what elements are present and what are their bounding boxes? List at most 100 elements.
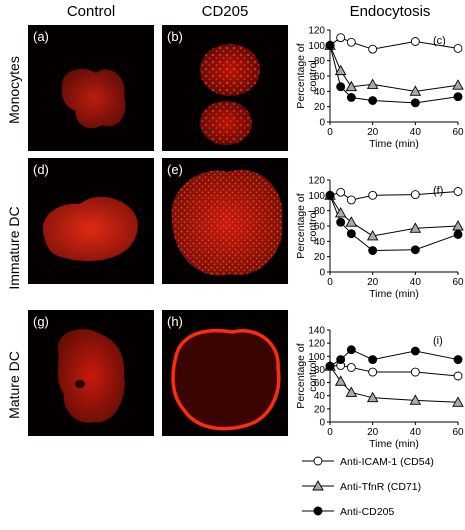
y-tick-label: 20 [314,102,326,113]
data-point [346,229,356,239]
data-point [325,361,335,371]
x-axis-label: Time (min) [369,138,419,150]
data-point [336,355,346,365]
data-point [336,82,346,92]
y-tick-label: 60 [314,378,326,389]
data-point [325,40,335,50]
y-tick-label: 60 [314,72,326,83]
endocytosis-chart-i: (i) 0 20 40 60 80 100 120 140 0 20 40 60 Time (min) Pe… [295,326,464,451]
y-tick-label: 60 [314,222,326,233]
panel-letter: (g) [33,314,49,329]
legend-label: Anti-TfnR (CD71) [340,481,421,493]
y-tick-label: 100 [308,352,325,363]
y-axis-label: Percentage ofcontrol [295,193,319,258]
data-point [453,371,463,381]
y-tick-label: 100 [308,41,325,52]
data-point [410,37,420,46]
row-label-mature-dc: Mature DC [6,351,22,419]
data-point [368,44,378,54]
y-axis-label: Percentage ofcontrol [295,343,319,408]
x-axis-label: Time (min) [369,288,419,300]
panel-letter: (c) [433,35,446,47]
x-tick-label: 20 [367,427,379,438]
data-point [368,96,378,105]
series-line [329,45,459,92]
data-point [410,190,420,200]
y-tick-label: 120 [308,339,325,350]
data-point [334,207,347,218]
y-tick-label: 40 [314,391,326,402]
y-tick-label: 80 [314,206,326,217]
data-point [346,37,356,47]
endocytosis-chart-c: (c) 0 20 40 60 80 100 120 0 20 40 60 Time (min) Perce… [295,26,464,151]
data-point [368,355,378,365]
data-point [346,93,356,102]
column-title-control: Control [66,3,116,20]
data-point [366,391,379,403]
y-tick-label: 100 [308,191,325,202]
data-point [452,220,464,231]
y-tick-label: 80 [314,56,326,67]
x-tick-label: 0 [327,127,333,138]
micrograph-immature-dc-control: (d) [28,158,154,284]
micrograph-cell-image [61,69,126,129]
x-tick-label: 40 [410,277,422,288]
data-point [325,190,335,200]
y-tick-label: 120 [308,176,325,187]
x-tick-label: 0 [327,427,333,438]
x-tick-label: 20 [367,277,379,288]
data-point [452,396,464,407]
y-axis-label: Percentage ofcontrol [295,43,319,108]
data-point [410,98,420,108]
x-tick-label: 0 [327,277,333,288]
micrograph-monocyte-cd205: (b) [162,25,288,151]
x-tick-label: 40 [410,127,422,138]
micrograph-immature-dc-cd205: (e) [162,158,288,284]
y-tick-label: 80 [314,365,326,376]
y-tick-label: 0 [319,418,325,429]
series-line [329,195,459,252]
series-line [329,195,459,237]
micrograph-cell-image [171,169,283,276]
data-point [334,64,347,76]
micrograph-mature-dc-control: (g) [28,310,154,436]
legend-marker [313,456,323,466]
y-tick-label: 140 [308,326,325,337]
data-point [366,230,379,241]
y-tick-label: 0 [319,118,325,129]
x-axis-label: Time (min) [369,438,419,450]
data-point [346,195,356,205]
panel-letter: (i) [433,335,443,347]
chart-legend: Anti-ICAM-1 (CD54) Anti-TfnR (CD71) Anti-C… [302,456,434,518]
data-point [410,367,420,377]
panel-letter: (h) [167,314,183,329]
y-tick-label: 40 [314,237,326,248]
data-point [409,85,422,96]
data-point [453,187,463,196]
micrograph-monocyte-control: (a) [28,25,154,151]
data-point [345,386,358,397]
panel-letter: (e) [167,162,183,177]
legend-marker [313,506,323,516]
x-tick-label: 60 [452,427,464,438]
x-tick-label: 60 [452,127,464,138]
data-point [453,92,463,102]
data-point [346,363,356,372]
endocytosis-chart-f: (f) 0 20 40 60 80 100 120 0 20 40 60 Time (min) Perce… [295,176,464,301]
data-point [410,346,420,356]
column-title-endocytosis: Endocytosis [349,3,431,20]
data-point [346,345,356,355]
micrograph-cell-image [57,329,125,423]
row-label-immature-dc: Immature DC [6,206,22,290]
panel-letter: (d) [33,162,49,177]
panel-letter: (b) [167,29,183,44]
y-tick-label: 20 [314,404,326,415]
data-point [366,78,379,89]
x-tick-label: 40 [410,427,422,438]
data-point [410,245,420,255]
data-point [345,80,358,92]
micrograph-cell-image [200,44,260,145]
y-tick-label: 40 [314,87,326,98]
data-point [368,367,378,377]
micrograph-mature-dc-cd205: (h) [162,310,288,436]
